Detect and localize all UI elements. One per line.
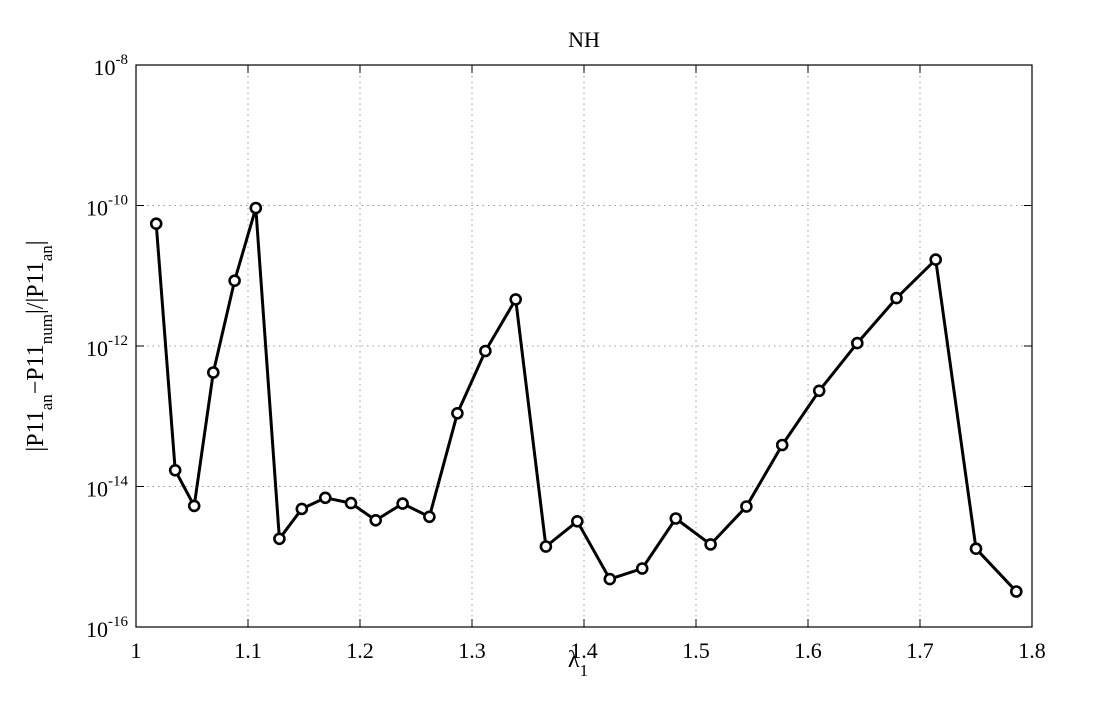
x-tick-labels: 1 1.1 1.2 1.3 1.4 1.5 1.6 1.7 1.8	[131, 638, 1046, 663]
x-tick-label: 1.3	[458, 638, 486, 663]
y-tick-label: 10-12	[86, 333, 128, 361]
y-tick-label: 10-8	[94, 52, 129, 80]
y-tick-label-base: 10	[86, 617, 108, 642]
y-axis-label-part: −P11	[23, 344, 49, 394]
y-tick-label-exponent: -12	[108, 333, 128, 349]
x-tick-label: 1.7	[906, 638, 934, 663]
x-tick-label: 1.2	[346, 638, 374, 663]
x-tick-label: 1.4	[570, 638, 598, 663]
y-tick-label-exponent: -10	[108, 193, 128, 209]
data-point	[423, 510, 436, 524]
y-axis-label-part: |	[23, 240, 49, 245]
data-point	[369, 513, 383, 527]
data-point	[344, 496, 358, 510]
y-tick-label-base: 10	[86, 196, 108, 221]
x-tick-label: 1.8	[1018, 638, 1046, 663]
data-point	[451, 406, 464, 420]
data-point	[603, 572, 617, 586]
y-tick-label-base: 10	[94, 55, 116, 80]
x-axis-label-base: λ	[568, 647, 580, 673]
axis-ticks	[135, 64, 1033, 628]
y-axis-label-subscript: an	[37, 394, 56, 411]
x-axis-label: λ1	[568, 647, 588, 680]
data-point	[249, 201, 263, 215]
data-point	[969, 542, 983, 556]
data-point	[570, 514, 584, 528]
chart-title: NH	[568, 27, 600, 52]
y-tick-label-exponent: -8	[116, 52, 129, 68]
data-point	[890, 291, 903, 305]
y-tick-label: 10-16	[86, 614, 128, 642]
y-axis-label: |P11an−P11num|/|P11an|	[23, 240, 56, 451]
data-point	[295, 502, 309, 516]
data-point	[539, 540, 553, 553]
y-tick-label-exponent: -16	[108, 614, 128, 630]
data-point	[318, 491, 332, 505]
data-point	[273, 532, 286, 546]
y-tick-label: 10-14	[86, 474, 128, 502]
x-tick-label: 1.1	[234, 638, 262, 663]
x-tick-label: 1.6	[794, 638, 822, 663]
data-point	[479, 344, 492, 358]
data-point	[187, 499, 201, 513]
data-point	[509, 293, 523, 306]
data-point	[775, 438, 789, 452]
data-point	[207, 366, 220, 379]
grid	[136, 65, 1032, 627]
x-axis-label-subscript: 1	[580, 661, 589, 680]
x-tick-label: 1	[131, 638, 142, 663]
data-point	[812, 384, 826, 398]
data-point	[704, 538, 717, 551]
y-tick-label: 10-10	[86, 193, 128, 221]
data-point	[669, 512, 683, 525]
y-tick-label-exponent: -14	[108, 474, 128, 490]
data-point	[740, 500, 753, 513]
series-markers	[149, 201, 1023, 598]
data-point	[149, 217, 163, 230]
x-tick-label: 1.5	[682, 638, 710, 663]
y-tick-label-base: 10	[86, 336, 108, 361]
y-tick-label-base: 10	[86, 477, 108, 502]
y-axis-label-part: |P11	[23, 410, 49, 451]
series-line	[154, 206, 1018, 593]
data-point	[929, 253, 943, 266]
y-axis-label-part: |/|P11	[23, 261, 49, 314]
y-axis-label-subscript: an	[37, 245, 56, 262]
data-point	[635, 562, 649, 575]
data-point	[168, 463, 182, 477]
data-point	[850, 336, 864, 350]
data-point	[396, 497, 409, 510]
y-axis-label-subscript: num	[37, 314, 56, 344]
y-axis-label-text: |P11an−P11num|/|P11an|	[23, 240, 56, 451]
x-axis-label-text: λ1	[568, 647, 588, 680]
data-point	[1009, 585, 1023, 598]
data-point	[228, 274, 241, 288]
